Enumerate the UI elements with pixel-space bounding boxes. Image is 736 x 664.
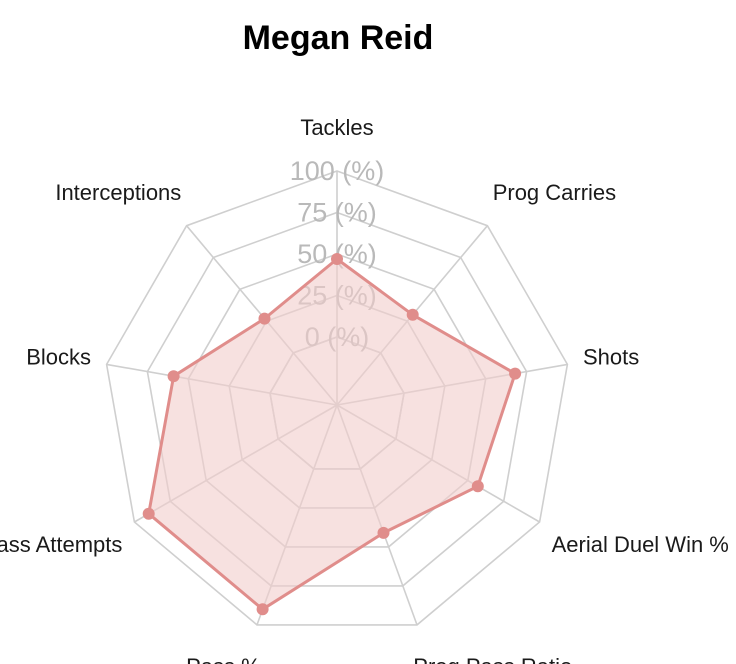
data-point-8 — [258, 312, 271, 325]
data-point-1 — [406, 308, 419, 321]
axis-label-5: Pass % — [186, 654, 261, 664]
axis-label-7: Blocks — [26, 345, 91, 370]
axis-label-4: Prog Pass Ratio — [413, 654, 572, 664]
grid-ring-4 — [146, 211, 528, 587]
data-point-4 — [377, 526, 390, 539]
axis-label-2: Shots — [583, 345, 639, 370]
data-point-7 — [167, 370, 180, 383]
series-polygon — [147, 257, 517, 611]
chart-title: Megan Reid — [243, 19, 434, 57]
grid-label-3: 75 (%) — [297, 198, 377, 228]
data-point-6 — [142, 507, 155, 520]
data-point-5 — [256, 603, 269, 616]
grid-label-4: 100 (%) — [290, 156, 385, 186]
axis-label-1: Prog Carries — [493, 180, 616, 205]
axis-label-6: Pass Attempts — [0, 532, 122, 557]
data-point-3 — [471, 480, 484, 493]
radar-axis-labels: Tackles Prog Carries Shots Aerial Duel Win … — [0, 115, 729, 664]
axis-label-3: Aerial Duel Win % — [552, 532, 729, 557]
axis-label-0: Tackles — [300, 115, 373, 140]
data-point-0 — [331, 253, 343, 265]
data-point-2 — [509, 367, 522, 380]
axis-label-8: Interceptions — [55, 180, 181, 205]
radar-series — [142, 253, 522, 616]
grid-ring-5 — [105, 170, 569, 626]
